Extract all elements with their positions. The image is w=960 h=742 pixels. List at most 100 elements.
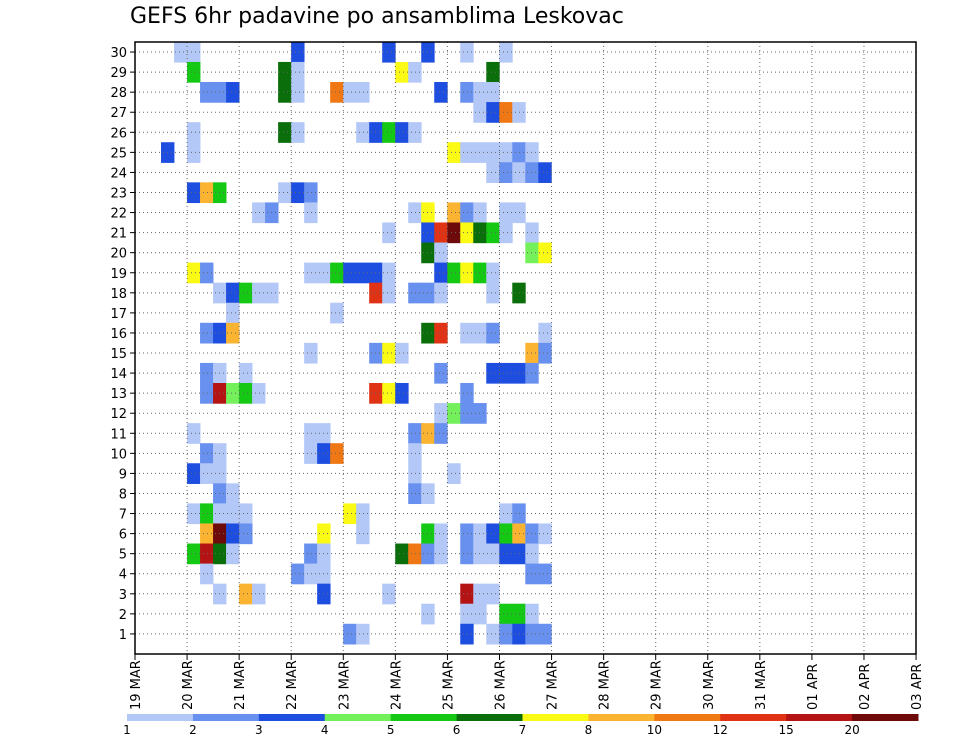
heatmap-cell xyxy=(187,61,201,83)
y-tick-label: 9 xyxy=(119,467,127,482)
heatmap-cell xyxy=(239,362,253,384)
heatmap-cell xyxy=(460,623,474,645)
heatmap-cell xyxy=(239,583,253,605)
heatmap-cell xyxy=(395,543,409,565)
heatmap-cell xyxy=(525,162,539,183)
legend-label: 12 xyxy=(713,723,728,737)
x-tick-label: 03 APR xyxy=(910,664,925,710)
heatmap-cell xyxy=(486,322,500,344)
x-tick-label: 24 MAR xyxy=(389,660,404,710)
heatmap-cell xyxy=(447,222,461,244)
x-tick-label: 02 APR xyxy=(858,664,873,710)
heatmap-cell xyxy=(304,202,318,224)
heatmap-cell xyxy=(512,102,526,123)
legend-label: 10 xyxy=(647,723,662,737)
heatmap-cell xyxy=(343,503,357,525)
x-tick-label: 27 MAR xyxy=(546,660,561,710)
heatmap-cell xyxy=(382,342,396,364)
heatmap-cell xyxy=(538,242,552,264)
heatmap-cell xyxy=(434,322,448,344)
heatmap-cell xyxy=(447,142,461,163)
legend-swatch xyxy=(852,714,919,721)
y-tick-label: 24 xyxy=(110,166,127,181)
heatmap-cell xyxy=(525,623,539,645)
y-tick-label: 19 xyxy=(110,267,127,282)
heatmap-cell xyxy=(460,41,474,63)
heatmap-cell xyxy=(200,543,214,565)
heatmap-cell xyxy=(382,583,396,605)
legend-layer: 1 2 3 4 5 6 7 8 10 12 15 20 xyxy=(123,714,919,737)
heatmap-cell xyxy=(434,262,448,284)
heatmap-cell xyxy=(486,362,500,384)
y-tick-label: 15 xyxy=(110,347,127,362)
heatmap-cell xyxy=(187,262,201,284)
heatmap-cell xyxy=(486,543,500,565)
y-tick-label: 16 xyxy=(110,327,127,342)
legend-swatch xyxy=(390,714,458,721)
heatmap-cell xyxy=(200,463,214,484)
heatmap-cell xyxy=(278,61,292,83)
heatmap-cell xyxy=(460,222,474,244)
legend-swatch xyxy=(324,714,392,721)
legend-label: 4 xyxy=(321,723,329,737)
heatmap-cell xyxy=(330,262,344,284)
legend-label: 20 xyxy=(844,723,859,737)
heatmap-cell xyxy=(499,41,513,63)
heatmap-cell xyxy=(408,443,422,464)
y-tick-label: 1 xyxy=(119,628,127,643)
heatmap-cell xyxy=(226,82,240,103)
x-tick-label: 25 MAR xyxy=(441,660,456,710)
plot-frame xyxy=(134,41,917,655)
y-tick-label: 17 xyxy=(110,307,127,322)
heatmap-cell xyxy=(356,262,370,284)
heatmap-cell xyxy=(330,302,344,324)
legend-swatch xyxy=(786,714,853,721)
heatmap-cell xyxy=(538,162,552,183)
heatmap-cell xyxy=(356,623,370,645)
heatmap-cell xyxy=(499,162,513,183)
heatmap-cell xyxy=(408,543,422,565)
heatmap-cell xyxy=(239,503,253,525)
y-tick-label: 3 xyxy=(119,588,127,603)
heatmap-cell xyxy=(291,82,305,103)
heatmap-cell xyxy=(512,503,526,525)
heatmap-cell xyxy=(200,362,214,384)
heatmap-cell xyxy=(304,543,318,565)
y-tick-label: 10 xyxy=(110,447,127,462)
heatmap-cell xyxy=(486,82,500,103)
heatmap-cell xyxy=(525,342,539,364)
heatmap-cell xyxy=(525,222,539,244)
heatmap-cell xyxy=(525,362,539,384)
heatmap-cell xyxy=(538,623,552,645)
x-tick-label: 19 MAR xyxy=(129,660,144,710)
legend-swatch xyxy=(456,714,523,721)
heatmap-cell xyxy=(356,82,370,103)
heatmap-cell xyxy=(187,503,201,525)
heatmap-cell xyxy=(499,142,513,163)
y-tick-label: 30 xyxy=(110,46,127,61)
heatmap-cell xyxy=(382,122,396,143)
heatmap-cell xyxy=(291,122,305,143)
heatmap-cell xyxy=(486,222,500,244)
heatmap-cell xyxy=(525,563,539,585)
heatmap-cell xyxy=(447,262,461,284)
heatmap-cell xyxy=(200,82,214,103)
heatmap-cell xyxy=(499,102,513,123)
y-tick-label: 25 xyxy=(110,146,127,161)
y-tick-label: 29 xyxy=(110,66,127,81)
y-tick-label: 28 xyxy=(110,86,127,101)
heatmap-cell xyxy=(200,322,214,344)
heatmap-cell xyxy=(226,523,240,545)
heatmap-cell xyxy=(460,262,474,284)
heatmap-cell xyxy=(447,403,461,424)
heatmap-cell xyxy=(434,523,448,545)
y-tick-label: 23 xyxy=(110,186,127,201)
heatmap-cell xyxy=(512,603,526,625)
y-tick-label: 5 xyxy=(119,548,127,563)
heatmap-cell xyxy=(239,523,253,545)
heatmap-cell xyxy=(460,523,474,545)
legend-label: 7 xyxy=(519,723,527,737)
heatmap-cell xyxy=(200,523,214,545)
heatmap-cell xyxy=(343,623,357,645)
heatmap-cell xyxy=(226,322,240,344)
